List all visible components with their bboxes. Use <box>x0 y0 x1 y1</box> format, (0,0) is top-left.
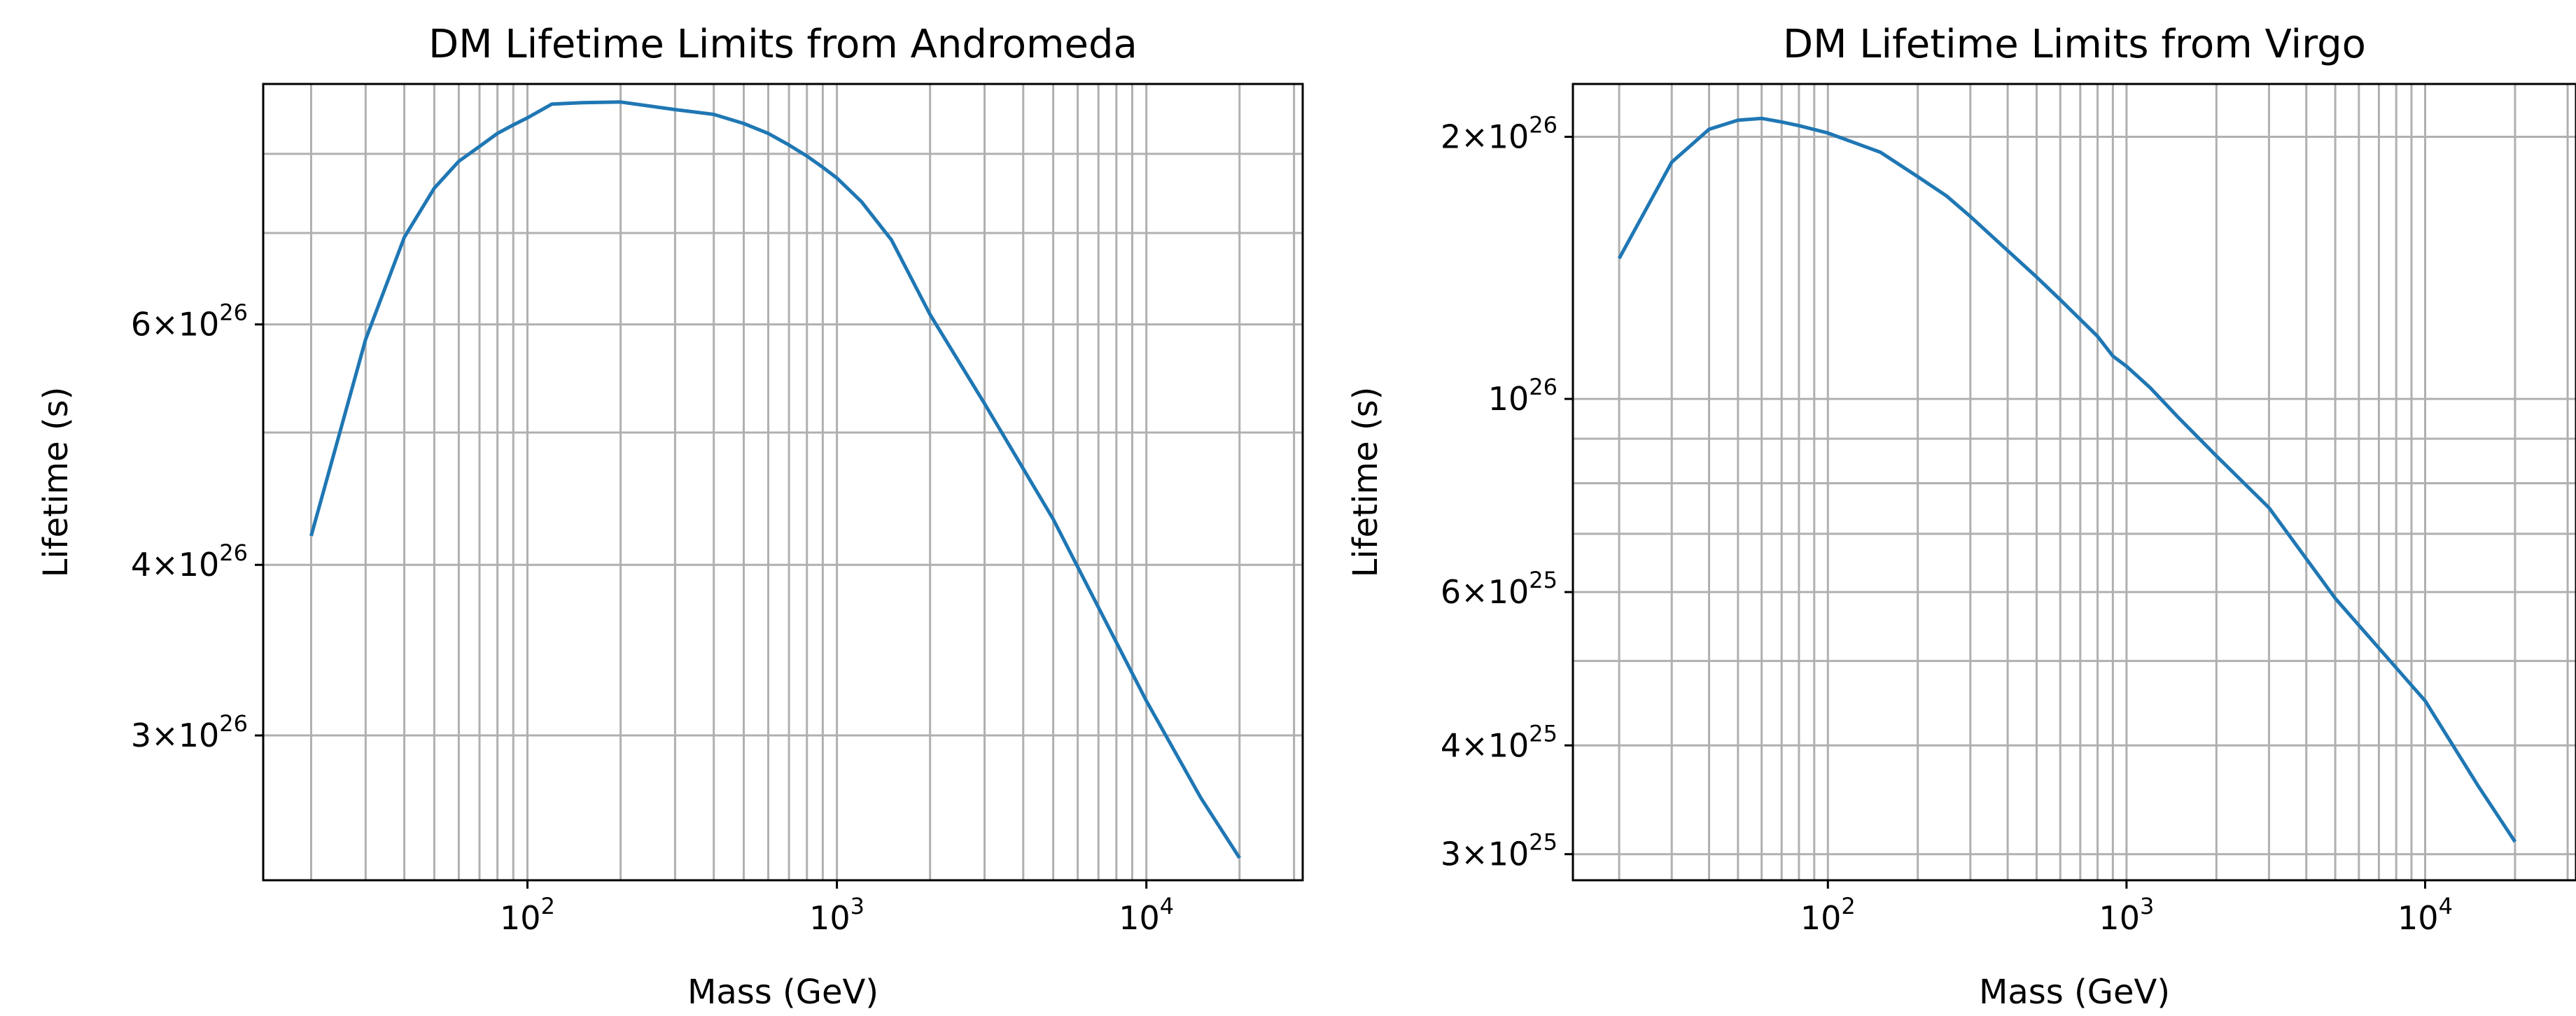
y-tick-label: 6×1025 <box>1441 567 1558 611</box>
series-andromeda <box>309 100 1241 859</box>
series-line-andromeda <box>309 100 1241 859</box>
x-tick-base: 10 <box>2398 899 2439 937</box>
y-tick-coef: 3 <box>1441 835 1461 873</box>
y-tick-coef: 2 <box>1441 118 1461 156</box>
y-axis-label-virgo: Lifetime (s) <box>1346 387 1385 578</box>
y-tick-exponent: 26 <box>219 299 248 326</box>
x-tick-label: 104 <box>2398 893 2453 937</box>
y-tick-exponent: 25 <box>1529 829 1558 856</box>
x-tick-label: 103 <box>2099 893 2154 937</box>
y-tick-label: 6×1026 <box>131 299 248 344</box>
x-tick-exponent: 4 <box>2439 893 2453 919</box>
y-tick-coef: 6 <box>131 306 151 344</box>
x-axis-label-virgo: Mass (GeV) <box>1979 973 2170 1012</box>
grid-andromeda <box>263 84 1303 880</box>
y-tick-exponent: 25 <box>1529 720 1558 747</box>
x-tick-base: 10 <box>1800 899 1842 937</box>
y-tick-exponent: 26 <box>1529 112 1558 139</box>
x-tick-exponent: 3 <box>850 893 864 919</box>
x-tick-label: 103 <box>809 893 864 937</box>
x-tick-base: 10 <box>2099 899 2140 937</box>
y-tick-label: 4×1026 <box>131 539 248 584</box>
y-tick-base: ×10 <box>151 306 219 344</box>
y-axis-label-andromeda: Lifetime (s) <box>36 387 76 578</box>
x-tick-label: 104 <box>1119 893 1174 937</box>
y-tick-base: ×10 <box>1461 573 1529 611</box>
y-tick-exponent: 26 <box>1529 374 1558 400</box>
y-tick-label: 1026 <box>1488 374 1558 418</box>
y-tick-label: 4×1025 <box>1441 720 1558 764</box>
plot-frame-andromeda <box>262 83 1304 882</box>
chart-title-virgo: DM Lifetime Limits from Virgo <box>1783 22 2366 67</box>
y-tick-base: ×10 <box>1461 118 1529 156</box>
y-tick-coef: 4 <box>131 546 151 584</box>
x-tick-exponent: 2 <box>1841 893 1855 919</box>
y-tick-coef: 6 <box>1441 573 1461 611</box>
x-tick-label: 102 <box>500 893 555 937</box>
y-tick-base: 10 <box>1488 380 1530 418</box>
x-tick-base: 10 <box>809 899 850 937</box>
x-tick-exponent: 2 <box>541 893 555 919</box>
y-tick-base: ×10 <box>151 717 219 754</box>
y-tick-label: 2×1026 <box>1441 112 1558 156</box>
series-virgo <box>1617 116 2516 843</box>
y-tick-exponent: 26 <box>219 539 248 566</box>
x-tick-exponent: 4 <box>1160 893 1174 919</box>
y-tick-exponent: 26 <box>219 710 248 737</box>
x-axis-label-andromeda: Mass (GeV) <box>687 973 878 1012</box>
y-tick-base: ×10 <box>1461 835 1529 873</box>
x-tick-base: 10 <box>1119 899 1160 937</box>
chart-title-andromeda: DM Lifetime Limits from Andromeda <box>428 22 1138 67</box>
y-tick-base: ×10 <box>1461 726 1529 764</box>
x-tick-label: 102 <box>1800 893 1856 937</box>
y-tick-coef: 4 <box>1441 726 1461 764</box>
y-tick-exponent: 25 <box>1529 567 1558 593</box>
series-line-virgo <box>1617 116 2516 843</box>
y-tick-coef: 3 <box>131 717 151 754</box>
x-tick-base: 10 <box>500 899 541 937</box>
x-tick-exponent: 3 <box>2140 893 2154 919</box>
y-tick-base: ×10 <box>151 546 219 584</box>
y-tick-label: 3×1026 <box>131 710 248 754</box>
grid-virgo <box>1573 84 2576 880</box>
plot-frame-virgo <box>1572 83 2576 882</box>
y-tick-label: 3×1025 <box>1441 829 1558 873</box>
